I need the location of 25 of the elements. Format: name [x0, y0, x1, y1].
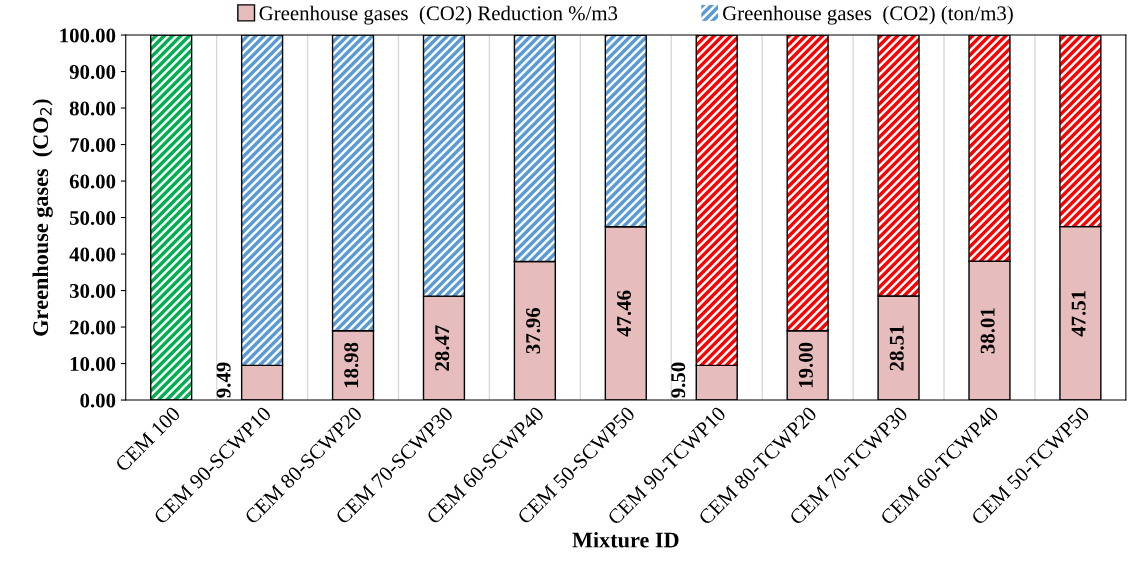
data-label: 37.96	[526, 307, 541, 354]
y-tick-label: 50.00	[69, 210, 116, 226]
data-label: 9.50	[671, 362, 686, 398]
legend-label: Greenhouse gases (CO2) (ton/m3)	[723, 5, 1013, 25]
y-tick-label: 90.00	[69, 64, 116, 80]
y-tick-label: 70.00	[70, 137, 116, 153]
y-tick-label: 20.00	[70, 320, 116, 335]
y-tick-label: 60.00	[69, 174, 116, 189]
y-tick-label: 100.00	[60, 28, 116, 43]
data-label: 28.47	[435, 325, 450, 371]
data-label: 47.46	[617, 290, 632, 337]
y-tick-label: 30.00	[69, 283, 116, 299]
data-label: 47.51	[1071, 290, 1086, 337]
y-tick-label: 40.00	[69, 247, 116, 262]
data-label: 28.51	[889, 325, 904, 371]
legend-label: Greenhouse gases (CO2) Reduction %/m3	[259, 5, 618, 25]
y-tick-label: 0.00	[80, 393, 116, 408]
data-label: 9.49	[216, 362, 231, 398]
y-axis-title: Greenhouse gases (CO$_{2}$)	[32, 99, 53, 336]
data-label: 19.00	[798, 342, 813, 388]
x-axis-title: Mixture ID	[572, 531, 679, 548]
data-label: 38.01	[980, 308, 995, 354]
data-label: 18.98	[344, 342, 359, 388]
y-tick-label: 10.00	[70, 356, 116, 372]
y-tick-label: 80.00	[69, 101, 116, 116]
